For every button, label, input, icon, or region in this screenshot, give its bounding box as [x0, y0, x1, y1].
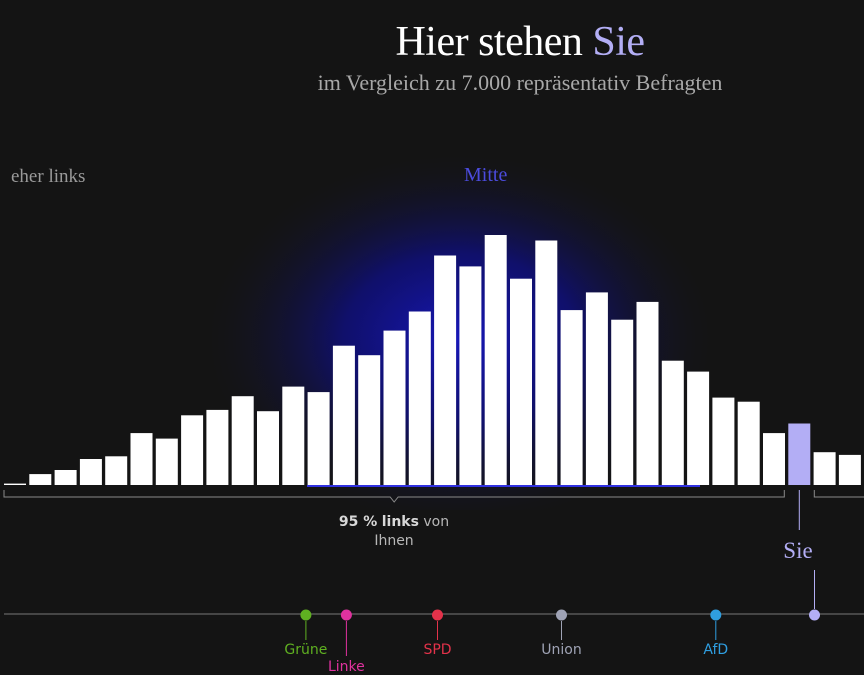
you-label: Sie	[783, 538, 813, 563]
bar	[611, 319, 634, 485]
bar	[130, 433, 153, 485]
bar	[484, 235, 507, 485]
bar	[838, 454, 861, 485]
party-marker-afd	[710, 609, 722, 621]
bar	[687, 371, 710, 485]
right-brace	[813, 490, 864, 498]
title-prefix: Hier stehen	[395, 19, 593, 65]
center-scale-label: Mitte	[464, 164, 508, 186]
bar	[383, 330, 406, 485]
bar	[585, 292, 608, 485]
page-subtitle: im Vergleich zu 7.000 repräsentativ Befr…	[317, 70, 723, 95]
party-marker-union	[556, 609, 567, 621]
bars-group	[4, 235, 861, 485]
party-markers	[300, 570, 820, 656]
party-label-grüne: Grüne	[284, 642, 328, 658]
party-label-spd: SPD	[423, 642, 452, 658]
party-marker-spd	[432, 609, 443, 621]
brace-value: 95 %	[338, 514, 378, 530]
bar	[257, 411, 279, 485]
bar	[459, 266, 482, 485]
party-label-afd: AfD	[703, 642, 729, 658]
bar	[661, 360, 684, 485]
bar	[79, 459, 102, 485]
bar	[206, 409, 229, 485]
bar	[282, 386, 305, 485]
bar	[332, 345, 355, 485]
bar	[408, 311, 431, 485]
bar	[307, 392, 330, 485]
bar	[54, 470, 77, 485]
bar	[105, 456, 128, 485]
brace-line2: Ihnen	[374, 533, 414, 549]
left-brace	[3, 490, 785, 503]
bar-you	[788, 423, 811, 485]
brace-annotation: 95 % links von Ihnen	[294, 513, 494, 551]
bar	[29, 474, 52, 485]
left-scale-label: eher links	[11, 166, 86, 187]
brace-rest: von	[418, 514, 450, 530]
bar	[636, 301, 659, 485]
bar	[358, 355, 381, 485]
bar	[231, 396, 254, 485]
title-highlight: Sie	[592, 19, 645, 65]
party-marker-sie	[809, 609, 820, 621]
page-title: Hier stehen Sie	[0, 18, 864, 66]
bar	[510, 278, 532, 485]
party-label-union: Union	[541, 642, 582, 658]
bar	[737, 401, 760, 485]
bar	[181, 415, 204, 485]
bar	[763, 433, 785, 485]
bar	[712, 397, 735, 485]
party-marker-linke	[340, 609, 352, 621]
bar	[560, 310, 583, 485]
bar	[155, 438, 178, 485]
bar	[4, 483, 26, 485]
bar	[535, 240, 558, 485]
party-label-linke: Linke	[327, 659, 365, 675]
party-marker-grüne	[300, 609, 312, 621]
bar	[813, 452, 836, 485]
brace-bold: links	[381, 514, 419, 530]
bar	[434, 255, 457, 485]
